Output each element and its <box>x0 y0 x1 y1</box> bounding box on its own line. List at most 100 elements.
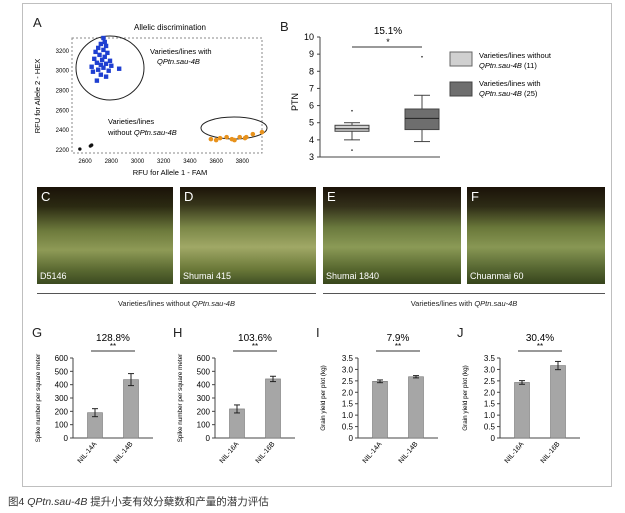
bar-ytick-1: 0.5 <box>484 423 496 432</box>
panel-a-point-with-8 <box>102 54 107 60</box>
panel-a-xtick-5: 3600 <box>209 159 223 165</box>
bar-stars: ** <box>252 342 258 351</box>
bar-ytick-4: 400 <box>55 381 69 390</box>
bar-xtick-1: NIL-16B <box>540 441 562 465</box>
panel-a-point-with-1 <box>98 41 104 47</box>
panel-a-point-with-15 <box>89 64 94 69</box>
bar-xtick-0: NIL-14A <box>362 441 384 465</box>
bar-sig-pct: 30.4% <box>526 333 554 344</box>
panel-a-xtick-0: 2600 <box>78 159 92 165</box>
panel-b-legend-swatch-with <box>449 81 473 97</box>
panel-b-ytick-3: 6 <box>309 101 314 111</box>
bar-ytick-4: 400 <box>197 381 211 390</box>
group-line-with <box>323 293 605 294</box>
panel-a-point-ntc-2 <box>89 143 94 147</box>
photo-f: F Chuanmai 60 <box>467 187 605 284</box>
panel-b-ytick-5: 8 <box>309 66 314 76</box>
panel-b-legend-swatch-without <box>449 51 473 67</box>
panel-a-point-with-9 <box>92 56 97 62</box>
panel-b-boxplot: PTN 3 4 5 6 7 8 9 10 15.1% * Varieties/lines wi… <box>290 26 552 162</box>
panel-a-point-with-3 <box>96 45 101 51</box>
panel-b-ylabel: PTN <box>290 93 300 111</box>
bar-NIL-16B <box>265 378 281 439</box>
panel-a-point-ntc-0 <box>78 147 82 151</box>
photo-e-letter: E <box>327 189 336 204</box>
panel-label-i: I <box>316 325 320 340</box>
panel-a-point-with-14 <box>98 62 104 67</box>
panel-a-point-without-7 <box>259 129 265 135</box>
panel-a-ellipse-without <box>200 116 268 140</box>
bar-xtick-0: NIL-14A <box>77 441 99 465</box>
bar-ytick-0: 0 <box>491 434 496 443</box>
panel-a-ytick-4: 3000 <box>56 69 70 75</box>
panel-b-sig-pct: 15.1% <box>374 26 402 37</box>
bar-NIL-16A <box>514 382 530 439</box>
panel-b-legend-with-1: Varieties/lines with <box>479 79 541 88</box>
bar-ylabel: Spike number per square meter <box>35 354 42 443</box>
panel-b-ytick-6: 9 <box>309 49 314 59</box>
panel-a-point-with-22 <box>116 66 122 71</box>
panel-a-point-with-13 <box>103 61 109 66</box>
bar-ytick-5: 500 <box>197 367 211 376</box>
bar-ytick-5: 2.5 <box>342 377 354 386</box>
panel-a-point-with-19 <box>106 68 111 73</box>
bar-NIL-14A <box>372 381 388 439</box>
panel-a-point-with-4 <box>101 47 106 53</box>
bar-ylabel: Spike number per square meter <box>177 354 184 443</box>
panel-a-point-without-8 <box>243 134 249 140</box>
bar-sig-pct: 128.8% <box>96 333 130 344</box>
panel-a-point-with-5 <box>93 49 98 55</box>
panel-a-point-without-0 <box>208 136 214 142</box>
panel-label-j: J <box>457 325 464 340</box>
group-label-without: Varieties/lines without QPtn.sau-4B <box>117 299 235 308</box>
panel-a-point-without-5 <box>229 136 235 142</box>
bar-ytick-5: 500 <box>55 367 69 376</box>
bar-ytick-1: 100 <box>55 421 69 430</box>
photo-d-letter: D <box>184 189 194 204</box>
panel-a-point-with-16 <box>109 63 114 68</box>
bar-ytick-3: 1.5 <box>484 400 496 409</box>
panel-a-annot-with-1: Varieties/lines with <box>150 47 212 56</box>
panel-a-plot-border <box>71 37 263 154</box>
panel-a-point-with-0 <box>102 39 107 45</box>
bar-ytick-7: 3.5 <box>484 354 496 363</box>
panel-a-point-with-17 <box>101 65 106 70</box>
panel-b-ytick-1: 4 <box>309 135 314 145</box>
panel-a-point-with-18 <box>96 67 101 72</box>
bar-xtick-0: NIL-16A <box>504 441 526 465</box>
photo-f-caption: Chuanmai 60 <box>470 271 524 281</box>
bar-ylabel: Grain yield per plot (kg) <box>462 365 469 430</box>
bar-ytick-2: 200 <box>197 407 211 416</box>
panel-a-ytick-0: 2200 <box>56 148 70 154</box>
bar-ylabel: Grain yield per plot (kg) <box>320 365 327 430</box>
bar-ytick-6: 600 <box>55 354 69 363</box>
panel-a-ytick-2: 2600 <box>56 108 70 114</box>
bar-ytick-3: 300 <box>55 394 69 403</box>
panel-a-point-without-6 <box>217 135 223 141</box>
photo-f-letter: F <box>471 189 479 204</box>
bar-ytick-0: 0 <box>206 434 211 443</box>
panel-a-point-with-25 <box>101 35 106 41</box>
panel-h-bar: Spike number per square meter 0 100 200 300 4… <box>177 333 295 465</box>
bar-ytick-5: 2.5 <box>484 377 496 386</box>
panel-a-scatter: Allelic discrimination 2600 2800 3000 3200 3… <box>33 23 268 177</box>
bar-sig-pct: 7.9% <box>387 333 410 344</box>
bar-ytick-0: 0 <box>64 434 69 443</box>
panel-a-ytick-3: 2800 <box>56 89 70 95</box>
bar-stars: ** <box>395 342 401 351</box>
panel-b-legend-without-1: Varieties/lines without <box>479 51 552 60</box>
panel-b-ytick-2: 5 <box>309 118 314 128</box>
panel-g-bar: Spike number per square meter 0 100 200 300 4… <box>35 333 153 465</box>
photo-d: D Shumai 415 <box>180 187 316 284</box>
panel-a-point-with-24 <box>94 78 100 83</box>
photo-c-caption: D5146 <box>40 271 67 281</box>
panel-b-ytick-7: 10 <box>304 32 314 42</box>
bar-xtick-1: NIL-16B <box>255 441 277 465</box>
bar-ytick-3: 300 <box>197 394 211 403</box>
panel-a-point-with-10 <box>99 57 105 63</box>
photo-e: E Shumai 1840 <box>323 187 461 284</box>
panel-b-box-1 <box>404 108 440 131</box>
panel-label-a: A <box>33 15 42 30</box>
panel-a-point-with-12 <box>94 60 100 65</box>
panel-a-point-with-23 <box>103 74 109 79</box>
